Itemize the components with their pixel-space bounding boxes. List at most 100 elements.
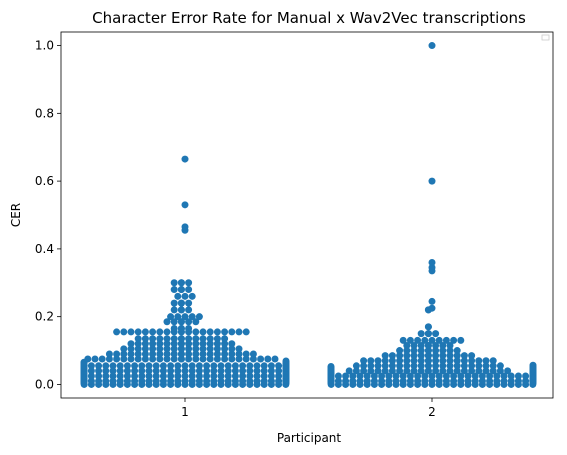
x-axis-label: Participant [277, 431, 342, 445]
data-point [267, 362, 275, 370]
data-point [185, 335, 193, 343]
data-point [432, 341, 440, 349]
data-point [134, 340, 142, 348]
data-point [116, 362, 124, 370]
data-point [439, 352, 447, 360]
data-point [342, 372, 350, 380]
data-point [363, 372, 371, 380]
y-tick-label: 1.0 [35, 39, 54, 53]
data-point [482, 362, 490, 370]
data-point [170, 279, 178, 287]
data-point [231, 377, 239, 385]
data-point [84, 355, 92, 363]
data-point [453, 352, 461, 360]
data-point [224, 362, 232, 370]
data-point [334, 372, 342, 380]
data-point [514, 377, 522, 385]
data-point [253, 372, 261, 380]
data-point [464, 377, 472, 385]
data-point [192, 328, 200, 336]
data-point [203, 367, 211, 375]
data-point [367, 362, 375, 370]
data-point [188, 362, 196, 370]
data-point [428, 297, 436, 305]
data-point [177, 355, 185, 363]
data-point [159, 362, 167, 370]
data-point [170, 286, 178, 294]
data-point [267, 377, 275, 385]
data-point [235, 355, 243, 363]
data-point [385, 377, 393, 385]
data-point [138, 377, 146, 385]
data-point [127, 350, 135, 358]
data-point [228, 350, 236, 358]
data-point [246, 377, 254, 385]
data-point [275, 367, 283, 375]
data-point [410, 341, 418, 349]
data-point [457, 377, 465, 385]
data-point [192, 350, 200, 358]
data-point [174, 372, 182, 380]
data-point [131, 377, 139, 385]
data-point [228, 340, 236, 348]
data-point [417, 357, 425, 365]
data-point [414, 377, 422, 385]
data-point [410, 347, 418, 355]
data-point [432, 352, 440, 360]
data-point [334, 377, 342, 385]
data-point [399, 336, 407, 344]
data-point [417, 341, 425, 349]
points-layer [80, 42, 537, 388]
data-point [163, 355, 171, 363]
data-point [185, 318, 193, 326]
data-point [450, 336, 458, 344]
data-point [367, 367, 375, 375]
data-point [221, 350, 229, 358]
data-point [167, 313, 175, 321]
data-point [493, 377, 501, 385]
data-point [149, 355, 157, 363]
data-point [500, 377, 508, 385]
data-point [410, 367, 418, 375]
data-point [260, 367, 268, 375]
data-point [185, 345, 193, 353]
data-point [471, 372, 479, 380]
data-point [145, 377, 153, 385]
data-point [370, 377, 378, 385]
data-point [275, 362, 283, 370]
data-point [185, 299, 193, 307]
data-point [163, 340, 171, 348]
data-point [417, 352, 425, 360]
data-point [453, 347, 461, 355]
data-point [177, 318, 185, 326]
data-point [352, 362, 360, 370]
data-point [356, 372, 364, 380]
data-point [199, 350, 207, 358]
data-point [224, 372, 232, 380]
data-point [403, 347, 411, 355]
data-point [522, 372, 530, 380]
data-point [127, 355, 135, 363]
data-point [181, 292, 189, 300]
data-point [145, 362, 153, 370]
data-point [414, 336, 422, 344]
data-point [403, 341, 411, 349]
data-point [213, 345, 221, 353]
data-point [156, 345, 164, 353]
data-point [446, 341, 454, 349]
chart-title: Character Error Rate for Manual x Wav2Ve… [92, 9, 526, 27]
data-point [439, 347, 447, 355]
data-point [152, 372, 160, 380]
data-point [170, 350, 178, 358]
data-point [446, 362, 454, 370]
data-point [457, 372, 465, 380]
x-tick-label: 2 [428, 405, 436, 419]
data-point [417, 347, 425, 355]
data-point [181, 223, 189, 231]
data-point [188, 377, 196, 385]
data-point [141, 335, 149, 343]
data-point [217, 377, 225, 385]
data-point [203, 372, 211, 380]
data-point [131, 372, 139, 380]
